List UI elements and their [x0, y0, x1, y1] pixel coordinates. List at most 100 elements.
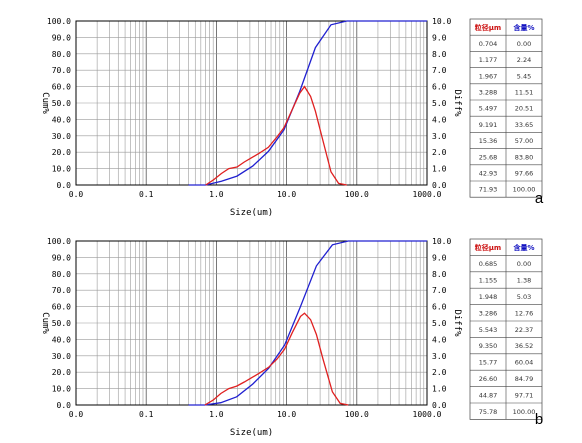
- table-cell-size: 9.350: [479, 342, 498, 350]
- y-right-tick-label: 2.0: [432, 368, 447, 377]
- chart-panel-b: 0.0 10.0 20.0 30.0 40.0 50.0 60.0 70.0 80.0 90.0 1…: [40, 237, 543, 438]
- y-right-tick-label: 1.0: [432, 165, 447, 174]
- table-cell-content: 100.00: [513, 408, 536, 416]
- y-right-tick-label: 9.0: [432, 33, 447, 42]
- chart-panel-a: 0.0 10.0 20.0 30.0 40.0 50.0 60.0 70.0 80.0 90.0 1…: [40, 17, 544, 218]
- table-cell-content: 84.79: [515, 375, 534, 383]
- y-right-tick-label: 9.0: [432, 253, 447, 262]
- y-left-tick-label: 50.0: [52, 319, 71, 328]
- table-cell-size: 71.93: [479, 186, 498, 194]
- y-left-tick-label: 50.0: [52, 99, 71, 108]
- y-left-tick-label: 90.0: [52, 253, 71, 262]
- x-tick-label: 0.1: [139, 190, 154, 199]
- y-left-tick-label: 20.0: [52, 368, 71, 377]
- table-cell-content: 36.52: [515, 342, 534, 350]
- y-left-tick-label: 10.0: [52, 385, 71, 394]
- table-cell-size: 1.948: [479, 293, 498, 301]
- y-left-tick-label: 100.0: [47, 237, 71, 246]
- y-right-tick-label: 8.0: [432, 270, 447, 279]
- y-left-tick-label: 40.0: [52, 335, 71, 344]
- panel-label: a: [535, 190, 544, 207]
- table-cell-content: 57.00: [515, 137, 534, 145]
- y-left-tick-label: 80.0: [52, 270, 71, 279]
- x-tick-label: 0.0: [69, 410, 84, 419]
- table-cell-size: 9.191: [479, 121, 498, 129]
- y-left-axis-label: Cum%: [40, 92, 50, 114]
- table-cell-content: 97.71: [515, 391, 534, 399]
- table-cell-size: 1.967: [479, 72, 498, 80]
- table-cell-content: 0.00: [517, 260, 531, 268]
- y-right-tick-label: 7.0: [432, 66, 447, 75]
- y-left-tick-label: 70.0: [52, 286, 71, 295]
- table-cell-size: 0.685: [479, 260, 498, 268]
- y-right-axis-label: Diff%: [452, 89, 462, 117]
- table-cell-content: 22.37: [515, 326, 534, 334]
- y-left-tick-label: 60.0: [52, 303, 71, 312]
- y-right-tick-label: 7.0: [432, 286, 447, 295]
- x-tick-label: 1.0: [209, 190, 224, 199]
- plot-frame: [75, 20, 428, 186]
- y-left-tick-label: 80.0: [52, 50, 71, 59]
- table-cell-content: 60.04: [515, 359, 534, 367]
- differential-curve: [204, 312, 349, 406]
- y-left-tick-label: 0.0: [57, 181, 72, 190]
- x-tick-label: 0.1: [139, 410, 154, 419]
- x-tick-label: 10.0: [277, 410, 296, 419]
- panel-label: b: [535, 411, 543, 428]
- x-tick-label: 1.0: [209, 410, 224, 419]
- y-left-tick-label: 60.0: [52, 83, 71, 92]
- table-cell-content: 97.66: [515, 169, 534, 177]
- y-left-tick-label: 40.0: [52, 115, 71, 124]
- table-cell-content: 0.00: [517, 40, 531, 48]
- cumulative-curve: [188, 240, 427, 406]
- differential-curve: [205, 85, 347, 186]
- y-left-axis-label: Cum%: [40, 312, 50, 334]
- table-cell-content: 5.03: [517, 293, 531, 301]
- y-left-tick-label: 0.0: [57, 401, 72, 410]
- x-tick-label: 0.0: [69, 190, 84, 199]
- table-cell-size: 15.77: [479, 359, 498, 367]
- x-tick-label: 10.0: [277, 190, 296, 199]
- table-cell-content: 100.00: [513, 186, 536, 194]
- x-tick-label: 1000.0: [413, 190, 442, 199]
- table-cell-content: 33.65: [515, 121, 534, 129]
- table-cell-size: 25.68: [479, 153, 498, 161]
- y-left-tick-label: 70.0: [52, 66, 71, 75]
- table-cell-content: 2.24: [517, 56, 531, 64]
- table-header-content: 含量%: [513, 23, 534, 32]
- data-table: 粒径μm 含量% 0.685 0.00 1.155 1.38 1.948 5.03 3.286 1…: [469, 238, 543, 420]
- table-cell-size: 1.155: [479, 277, 498, 285]
- y-right-tick-label: 0.0: [432, 401, 447, 410]
- data-table: 粒径μm 含量% 0.704 0.00 1.177 2.24 1.967 5.45 3.288 1…: [469, 18, 543, 198]
- table-cell-size: 42.93: [479, 169, 498, 177]
- x-tick-label: 100.0: [345, 190, 369, 199]
- y-right-tick-label: 4.0: [432, 115, 447, 124]
- cumulative-curve: [188, 20, 427, 186]
- table-header-size: 粒径μm: [475, 23, 501, 32]
- y-right-tick-label: 10.0: [432, 17, 451, 26]
- x-axis-label: Size(um): [230, 208, 273, 218]
- table-cell-content: 83.80: [515, 153, 534, 161]
- table-header-size: 粒径μm: [475, 243, 501, 252]
- y-right-tick-label: 4.0: [432, 335, 447, 344]
- y-right-tick-label: 5.0: [432, 319, 447, 328]
- y-right-tick-label: 10.0: [432, 237, 451, 246]
- table-cell-content: 20.51: [515, 105, 534, 113]
- y-right-tick-label: 6.0: [432, 83, 447, 92]
- table-cell-size: 3.288: [479, 88, 498, 96]
- table-cell-size: 0.704: [479, 40, 498, 48]
- table-cell-size: 5.497: [479, 105, 498, 113]
- y-right-tick-label: 8.0: [432, 50, 447, 59]
- table-cell-size: 1.177: [479, 56, 498, 64]
- y-right-axis-label: Diff%: [452, 309, 462, 337]
- table-cell-size: 75.78: [479, 408, 498, 416]
- y-right-tick-label: 6.0: [432, 303, 447, 312]
- table-cell-content: 12.76: [515, 309, 534, 317]
- table-cell-size: 5.543: [479, 326, 498, 334]
- y-left-tick-label: 30.0: [52, 352, 71, 361]
- plot-frame: [75, 240, 428, 406]
- table-cell-size: 3.286: [479, 309, 498, 317]
- y-left-tick-label: 10.0: [52, 165, 71, 174]
- y-left-tick-label: 30.0: [52, 132, 71, 141]
